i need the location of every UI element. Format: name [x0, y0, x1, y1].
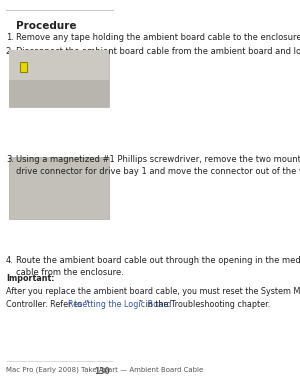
- FancyBboxPatch shape: [9, 50, 109, 107]
- Text: Disconnect the ambient board cable from the ambient board and logic board.: Disconnect the ambient board cable from …: [16, 47, 300, 56]
- Text: 2.: 2.: [6, 47, 14, 56]
- FancyBboxPatch shape: [20, 62, 27, 72]
- Text: Mac Pro (Early 2008) Take Apart — Ambient Board Cable: Mac Pro (Early 2008) Take Apart — Ambien…: [6, 367, 203, 373]
- Text: 3.: 3.: [6, 155, 14, 164]
- FancyBboxPatch shape: [9, 157, 109, 219]
- Text: Remove any tape holding the ambient board cable to the enclosure.: Remove any tape holding the ambient boar…: [16, 33, 300, 42]
- Text: Resetting the Logic Board: Resetting the Logic Board: [68, 300, 172, 309]
- Text: 4.: 4.: [6, 256, 14, 265]
- Text: Procedure: Procedure: [16, 21, 76, 31]
- FancyBboxPatch shape: [9, 80, 109, 107]
- Text: Route the ambient board cable out through the opening in the media shelf and rem: Route the ambient board cable out throug…: [16, 256, 300, 277]
- Text: Controller. Refer to “: Controller. Refer to “: [6, 300, 88, 309]
- Text: Using a magnetized #1 Phillips screwdriver, remove the two mounting screws on th: Using a magnetized #1 Phillips screwdriv…: [16, 155, 300, 176]
- Text: Important:: Important:: [6, 274, 54, 282]
- Text: 1.: 1.: [6, 33, 14, 42]
- Text: ” in the Troubleshooting chapter.: ” in the Troubleshooting chapter.: [139, 300, 270, 309]
- Text: 130: 130: [94, 367, 110, 376]
- Text: After you replace the ambient board cable, you must reset the System Management: After you replace the ambient board cabl…: [6, 287, 300, 296]
- FancyBboxPatch shape: [9, 50, 109, 80]
